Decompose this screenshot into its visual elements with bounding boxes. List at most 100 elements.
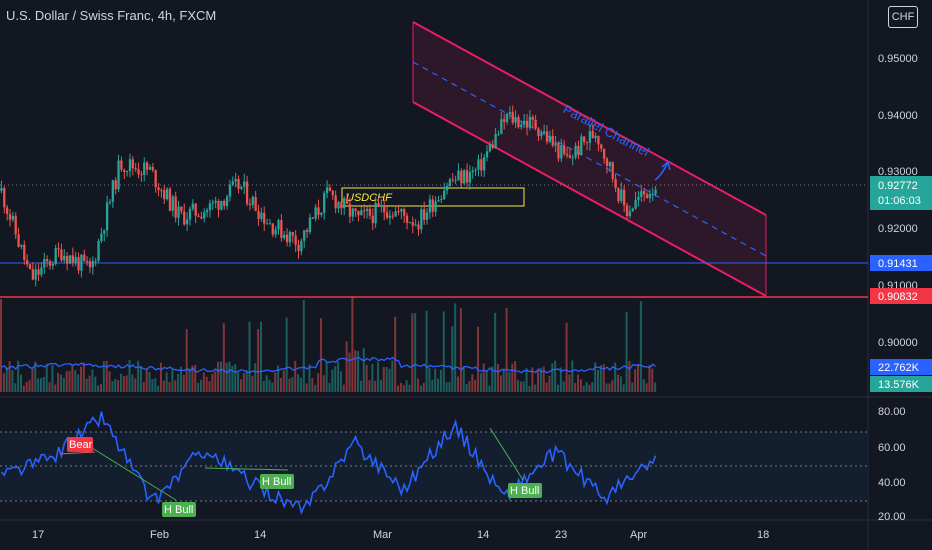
volume-bar (462, 366, 465, 392)
candle-body (525, 120, 529, 128)
volume-bar (251, 375, 254, 392)
volume-bar (611, 380, 614, 392)
volume-bar (274, 372, 277, 392)
candle-body (88, 261, 92, 268)
price-tick: 0.94000 (878, 110, 918, 122)
volume-bar (342, 384, 345, 392)
volume-bar (242, 373, 245, 392)
candle-body (328, 187, 332, 191)
candle-body (243, 181, 246, 187)
candle-body (148, 167, 152, 170)
candle-body (137, 169, 140, 175)
volume-bar (434, 368, 437, 392)
candle-body (311, 217, 314, 219)
volume-bar (202, 372, 205, 392)
rsi-line[interactable] (0, 411, 657, 516)
volume-bar (337, 361, 340, 392)
volume-bar (514, 361, 517, 392)
h-bull-label[interactable]: H Bull (162, 502, 196, 517)
candle-body (368, 208, 372, 216)
volume-bar (645, 383, 648, 392)
volume-bar (371, 363, 374, 392)
bar-countdown: 01:06:03 (878, 195, 921, 207)
volume-bar (259, 321, 262, 392)
volume-bar (291, 377, 294, 392)
volume-bar (537, 370, 540, 392)
volume-bar (182, 374, 185, 392)
candle-body (494, 133, 497, 149)
volume-bar (368, 380, 371, 392)
blue-line-value: 0.91431 (878, 258, 918, 270)
rsi-tick: 80.00 (878, 406, 906, 418)
candle-body (614, 178, 617, 188)
candle-body (180, 206, 183, 212)
time-tick: 18 (757, 529, 769, 541)
candle-body (583, 136, 586, 142)
volume-bar (628, 360, 631, 392)
candle-body (171, 196, 174, 211)
candle-body (3, 187, 6, 208)
candle-body (105, 202, 109, 231)
candle-body (588, 130, 592, 143)
candle-body (123, 169, 126, 172)
volume-bar (451, 326, 454, 392)
volume-bar (591, 382, 594, 392)
rsi-tick: 20.00 (878, 511, 906, 523)
volume-bar (99, 384, 102, 392)
price-tick: 0.90000 (878, 337, 918, 349)
candle-body (545, 131, 549, 142)
channel-upper-line[interactable] (412, 21, 767, 216)
volume-bar (62, 377, 65, 392)
volume-bars (0, 296, 657, 392)
currency-button[interactable]: CHF (888, 6, 918, 28)
volume-bar (302, 300, 305, 392)
candle-body (385, 212, 389, 218)
bear-label[interactable]: Bear (67, 437, 93, 452)
chart-title[interactable]: U.S. Dollar / Swiss Franc, 4h, FXCM (6, 8, 217, 23)
rsi-axis[interactable]: 80.00 60.00 40.00 20.00 (878, 406, 906, 523)
candle-body (143, 162, 146, 175)
time-tick: 14 (254, 529, 266, 541)
volume-bar (588, 384, 591, 392)
volume-bar (77, 374, 80, 392)
candle-body (474, 169, 477, 171)
candle-body (154, 170, 157, 188)
volume-bar (225, 362, 228, 392)
candle-body (594, 135, 597, 139)
candle-body (634, 199, 637, 209)
candle-body (320, 212, 323, 215)
candle-body (31, 269, 34, 280)
candle-body (51, 264, 54, 266)
volume-bar (288, 378, 291, 392)
volume-bar (311, 378, 314, 392)
volume-bar (165, 372, 168, 392)
volume-bar (114, 378, 117, 392)
h-bull-label[interactable]: H Bull (260, 474, 294, 489)
candle-body (448, 179, 452, 186)
volume-bar (65, 371, 68, 392)
candle-body (74, 257, 77, 263)
candle-body (77, 257, 80, 271)
candle-body (631, 208, 634, 212)
time-axis[interactable]: 17 Feb 14 Mar 14 23 Apr 18 (32, 529, 769, 541)
h-bull-label[interactable]: H Bull (508, 483, 542, 498)
volume-bar (551, 363, 554, 392)
candle-body (111, 180, 114, 202)
candle-body (274, 229, 277, 235)
candle-body (648, 194, 652, 199)
volume-bar (539, 367, 542, 392)
candle-body (580, 136, 583, 155)
volume-bar (245, 369, 248, 392)
volume-bar (531, 367, 534, 392)
volume-bar (42, 377, 45, 392)
channel-lower-line[interactable] (412, 101, 767, 297)
projection-arrow[interactable] (654, 161, 669, 181)
candle-body (537, 128, 540, 137)
volume-bar (491, 366, 494, 392)
candle-body (37, 269, 40, 275)
candle-body (477, 159, 480, 170)
candles[interactable] (0, 105, 657, 287)
candle-body (120, 160, 123, 170)
volume-bar (214, 371, 217, 392)
